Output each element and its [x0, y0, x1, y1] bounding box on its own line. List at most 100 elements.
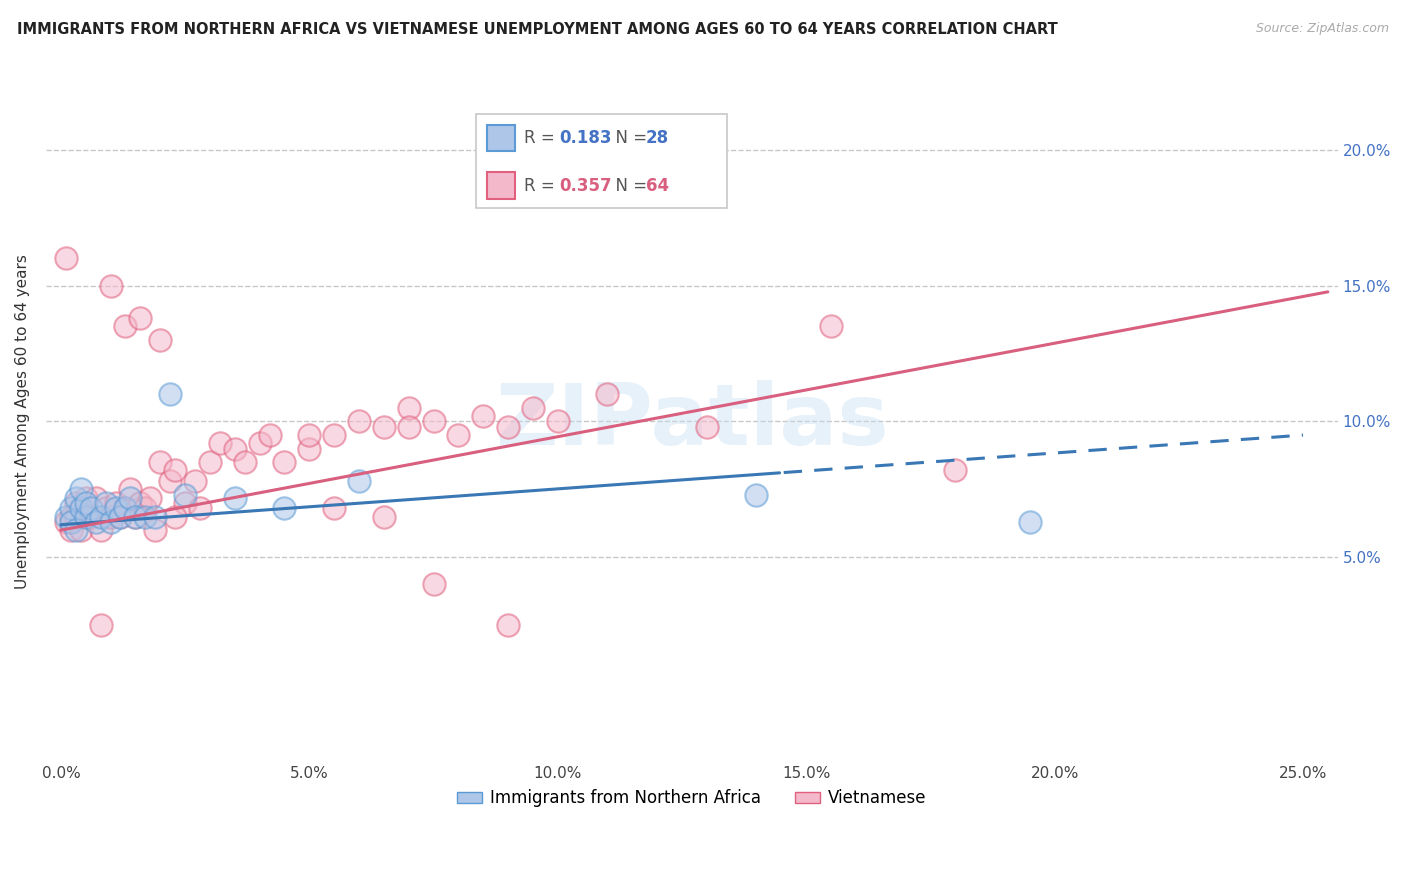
Point [298, 428, 321, 442]
Point [94, 501, 117, 516]
Text: 0.183: 0.183 [560, 129, 612, 147]
Point [165, 509, 187, 524]
Point [224, 442, 246, 456]
Point [59, 523, 82, 537]
Point [745, 488, 768, 502]
Text: 0.357: 0.357 [560, 177, 612, 194]
Y-axis label: Unemployment Among Ages 60 to 64 years: Unemployment Among Ages 60 to 64 years [15, 254, 30, 589]
Point [496, 420, 519, 434]
Point [59, 515, 82, 529]
Point [249, 436, 271, 450]
Point [65, 509, 87, 524]
Point [143, 509, 166, 524]
Point [110, 509, 132, 524]
Point [134, 509, 156, 524]
Point [80, 509, 103, 524]
Point [69, 501, 91, 516]
Point [110, 509, 132, 524]
Point [120, 483, 142, 497]
Text: 28: 28 [647, 129, 669, 147]
Point [84, 515, 107, 529]
Point [472, 409, 495, 423]
Text: R =: R = [524, 129, 560, 147]
Point [259, 428, 281, 442]
Point [273, 501, 295, 516]
Text: R =: R = [524, 177, 560, 194]
Point [547, 415, 569, 429]
Point [59, 509, 82, 524]
Point [159, 387, 181, 401]
Point [90, 618, 112, 632]
Point [100, 278, 122, 293]
Point [149, 333, 172, 347]
Point [347, 475, 370, 489]
Point [184, 475, 207, 489]
Point [75, 509, 97, 524]
Point [75, 509, 97, 524]
Point [323, 501, 346, 516]
Point [398, 401, 420, 415]
Text: IMMIGRANTS FROM NORTHERN AFRICA VS VIETNAMESE UNEMPLOYMENT AMONG AGES 60 TO 64 Y: IMMIGRANTS FROM NORTHERN AFRICA VS VIETN… [17, 22, 1057, 37]
Point [208, 436, 231, 450]
Point [174, 488, 197, 502]
Point [820, 319, 842, 334]
Point [373, 420, 395, 434]
Point [59, 501, 82, 516]
Point [188, 501, 211, 516]
Point [447, 428, 470, 442]
Point [398, 420, 420, 434]
Point [596, 387, 619, 401]
Point [696, 420, 718, 434]
Point [55, 509, 77, 524]
Point [943, 463, 966, 477]
Point [139, 491, 162, 505]
Text: N =: N = [606, 177, 652, 194]
Point [124, 509, 146, 524]
Point [114, 501, 136, 516]
Text: 64: 64 [647, 177, 669, 194]
Point [75, 491, 97, 505]
Point [323, 428, 346, 442]
Point [422, 577, 444, 591]
Point [347, 415, 370, 429]
Point [165, 463, 187, 477]
Text: ZIPatlas: ZIPatlas [495, 380, 889, 463]
Point [143, 523, 166, 537]
Point [104, 501, 127, 516]
Point [55, 252, 77, 266]
Point [84, 491, 107, 505]
Point [100, 509, 122, 524]
Point [90, 523, 112, 537]
Point [233, 455, 256, 469]
Point [65, 496, 87, 510]
Point [100, 515, 122, 529]
Point [129, 496, 152, 510]
Point [422, 415, 444, 429]
Point [65, 491, 87, 505]
Point [114, 319, 136, 334]
Point [94, 496, 117, 510]
Point [159, 475, 181, 489]
Point [273, 455, 295, 469]
Point [69, 523, 91, 537]
Point [496, 618, 519, 632]
Point [124, 509, 146, 524]
Point [114, 501, 136, 516]
Point [90, 509, 112, 524]
Text: Source: ZipAtlas.com: Source: ZipAtlas.com [1256, 22, 1389, 36]
Point [55, 515, 77, 529]
Point [522, 401, 544, 415]
Point [134, 501, 156, 516]
Point [75, 496, 97, 510]
Point [174, 496, 197, 510]
Point [120, 491, 142, 505]
Point [298, 442, 321, 456]
Point [104, 496, 127, 510]
Point [1018, 515, 1040, 529]
Point [129, 311, 152, 326]
Text: N =: N = [606, 129, 652, 147]
Point [69, 483, 91, 497]
Point [69, 501, 91, 516]
Legend: Immigrants from Northern Africa, Vietnamese: Immigrants from Northern Africa, Vietnam… [450, 782, 934, 814]
Point [65, 523, 87, 537]
